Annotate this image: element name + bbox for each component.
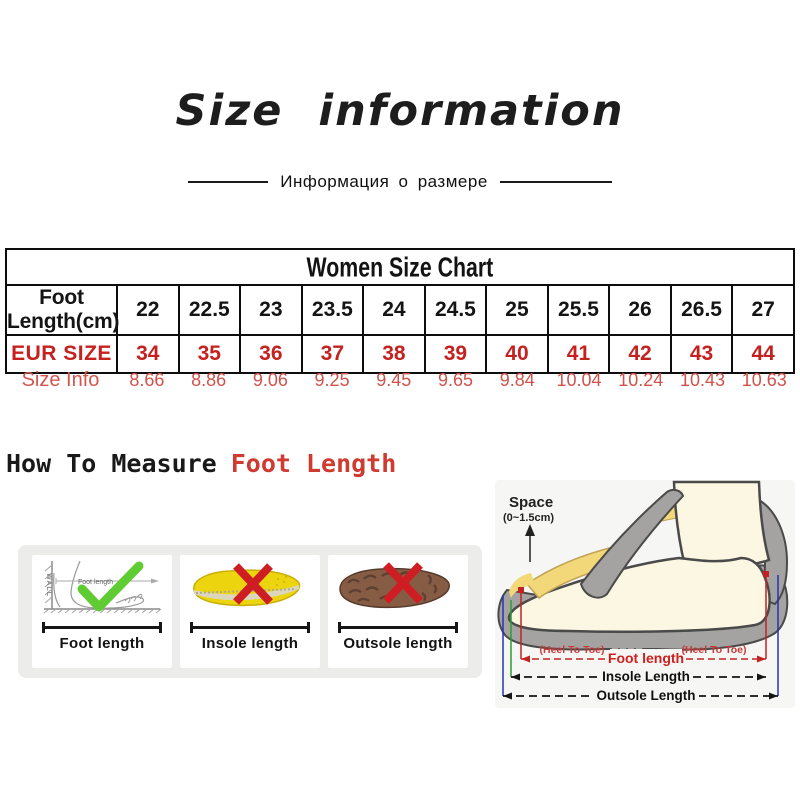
measuring-cards-panel: WALL Foot length Foot length Insole leng…	[18, 545, 482, 678]
measure-bracket	[42, 622, 162, 633]
eur-size-cell: 34	[116, 334, 180, 374]
foot-length-cell: 27	[731, 284, 795, 336]
size-info-value: 10.24	[618, 369, 664, 390]
size-info-value: 9.84	[499, 369, 535, 390]
size-info-value: 9.25	[314, 369, 350, 390]
foot-length-cell: 26	[608, 284, 672, 336]
measure-bracket	[338, 622, 458, 633]
size-info-value: 8.86	[191, 369, 227, 390]
foot-length-cell: 23	[239, 284, 303, 336]
foot-length-label: Foot length	[608, 650, 684, 666]
eur-size-cell: 41	[546, 334, 611, 374]
chart-title: Women Size Chart	[5, 248, 795, 286]
subtitle-row: Информация о размере	[0, 172, 800, 192]
heel-to-toe-right-label: (Heel To Toe)	[682, 644, 747, 656]
eur-size-cell: 37	[300, 334, 365, 374]
space-label: Space	[509, 494, 553, 511]
size-info-value: 10.63	[741, 369, 787, 390]
size-info-value: 8.66	[129, 369, 165, 390]
foot-outline	[70, 560, 145, 609]
outsole-length-card: Outsole length	[328, 555, 468, 668]
foot-against-wall-diagram: WALL Foot length	[43, 560, 162, 614]
eur-size-cell: 40	[485, 334, 549, 374]
card-caption: Insole length	[201, 635, 299, 652]
toes-outline	[124, 593, 143, 604]
insole-diagram	[193, 563, 301, 607]
foot-measure-diagram-panel: Space (0~1.5cm) (Heel To Toe) Foot lengt…	[495, 480, 795, 708]
inner-foot-length-label: Foot length	[78, 579, 113, 586]
foot-length-cell: 22	[116, 284, 180, 336]
check-icon	[77, 561, 144, 612]
heading-black-text: How To Measure	[6, 449, 217, 478]
subtitle-rule-right	[499, 181, 612, 183]
chart-title-row: Women Size Chart	[5, 248, 795, 286]
insole-length-card: Insole length	[180, 555, 320, 668]
cross-icon	[233, 563, 273, 605]
heel-outline	[53, 572, 61, 608]
eur-size-cell: 35	[177, 334, 242, 374]
subtitle-rule-left	[188, 181, 269, 183]
wall-label: WALL	[45, 573, 52, 597]
measure-bracket	[190, 622, 310, 633]
heel-to-toe-left-label: (Heel To Toe)	[540, 644, 605, 656]
eur-size-cell: 42	[608, 334, 672, 374]
eur-size-row: EUR SIZE 34 35 36 37 38 39 40 41 42 43 4…	[5, 334, 795, 374]
size-info-label: Size Info	[21, 368, 100, 391]
outsole-diagram	[339, 562, 450, 609]
size-info-value: 10.43	[679, 369, 725, 390]
space-arrow-icon	[525, 524, 535, 536]
cross-icon	[383, 562, 423, 604]
eur-size-cell: 44	[731, 334, 795, 374]
eur-size-cell: 39	[423, 334, 488, 374]
foot-length-row: Foot Length(cm) 22 22.5 23 23.5 24 24.5 …	[5, 284, 795, 336]
size-info-value: 9.06	[252, 369, 288, 390]
eur-size-cell: 43	[669, 334, 734, 374]
foot-length-cell: 26.5	[669, 284, 734, 336]
foot-length-cell: 25.5	[546, 284, 611, 336]
foot-length-cell: 23.5	[300, 284, 365, 336]
card-caption: Outsole length	[343, 635, 453, 652]
foot-length-row-label: Foot Length(cm)	[5, 284, 120, 336]
subtitle-text: Информация о размере	[280, 172, 488, 191]
insole-length-label: Insole Length	[602, 669, 690, 684]
page-title: Size information	[175, 86, 625, 136]
women-size-chart-table: Women Size Chart Foot Length(cm) 22 22.5…	[5, 248, 795, 374]
outsole-length-label: Outsole Length	[597, 688, 696, 703]
foot-length-cell: 24.5	[423, 284, 488, 336]
toe-strap-yellow	[509, 573, 535, 598]
eur-size-cell: 36	[239, 334, 303, 374]
front-strap	[579, 488, 685, 599]
space-value: (0~1.5cm)	[503, 512, 554, 524]
eur-size-row-label: EUR SIZE	[5, 334, 118, 374]
foot-measure-diagram: Space (0~1.5cm) (Heel To Toe) Foot lengt…	[497, 480, 789, 703]
foot-length-card: WALL Foot length Foot length	[32, 555, 172, 668]
how-to-measure-heading: How To Measure Foot Length	[6, 449, 396, 478]
card-caption: Foot length	[59, 635, 145, 652]
heading-red-text: Foot Length	[230, 449, 397, 478]
size-info-row: Size Info 8.66 8.86 9.06 9.25 9.45 9.65 …	[5, 367, 795, 393]
leg	[672, 480, 771, 570]
foot-length-cell: 24	[362, 284, 426, 336]
size-info-value: 9.45	[376, 369, 412, 390]
eur-size-cell: 38	[362, 334, 426, 374]
foot	[507, 556, 771, 633]
size-info-value: 9.65	[438, 369, 474, 390]
foot-length-cell: 25	[485, 284, 549, 336]
chart-title-text: Women Size Chart	[306, 250, 494, 283]
foot-length-cell: 22.5	[177, 284, 242, 336]
size-info-value: 10.04	[556, 369, 602, 390]
